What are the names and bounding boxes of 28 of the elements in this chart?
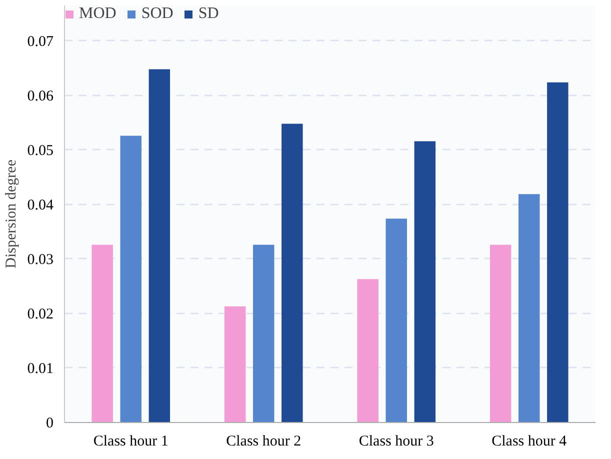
bar [92, 244, 113, 422]
bar [282, 124, 303, 422]
bar [414, 141, 436, 422]
x-tick-label: Class hour 4 [492, 434, 568, 450]
y-tick-label: 0.06 [27, 88, 54, 104]
y-tick-label: 0.05 [27, 142, 54, 159]
y-tick-label: 0.07 [27, 34, 54, 50]
bar [357, 279, 378, 422]
legend-label: MOD [79, 5, 116, 23]
bar [386, 218, 407, 422]
bar [518, 194, 540, 422]
bar [547, 82, 568, 422]
bar [120, 136, 142, 422]
y-tick-label: 0.01 [27, 360, 54, 377]
bar [253, 244, 274, 422]
bar [148, 69, 170, 422]
x-tick-label: Class hour 1 [93, 434, 168, 450]
y-tick-label: 0 [46, 416, 54, 432]
legend-label: SD [198, 5, 219, 23]
y-tick-label: 0.03 [27, 252, 54, 268]
y-tick-label: 0.02 [27, 306, 54, 322]
x-tick-label: Class hour 3 [358, 434, 434, 450]
x-tick-label: Class hour 2 [226, 434, 302, 450]
legend-label: SOD [141, 5, 174, 23]
bar [224, 306, 246, 422]
bar [490, 244, 512, 422]
y-tick-label: 0.04 [27, 197, 54, 214]
y-axis-title: Dispersion degree [3, 159, 20, 268]
